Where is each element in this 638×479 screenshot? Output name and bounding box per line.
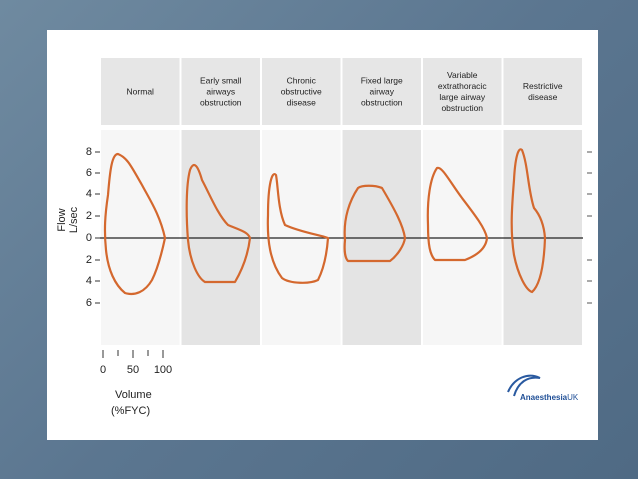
header-cell xyxy=(423,58,502,125)
y-axis-label: Flow xyxy=(56,208,68,231)
x-tick-label: 100 xyxy=(154,364,172,376)
y-tick-label: 4 xyxy=(86,275,92,287)
header-text: disease xyxy=(528,92,558,102)
loop-restrictive xyxy=(510,148,547,294)
header-cell xyxy=(262,58,341,125)
header-text: extrathoracic xyxy=(438,81,487,91)
header-text: Chronic xyxy=(287,75,317,85)
x-tick-label: 50 xyxy=(127,364,139,376)
header-text: Early small xyxy=(200,75,242,85)
logo: AnaesthesiaUK xyxy=(520,393,579,402)
right-ticks xyxy=(587,151,592,304)
y-tick-label: 0 xyxy=(86,232,92,244)
loop-chronic xyxy=(266,172,330,284)
x-tick-label: 0 xyxy=(100,364,106,376)
header-text: airway xyxy=(369,86,394,96)
y-tick-label: 6 xyxy=(86,167,92,179)
header-cell xyxy=(342,58,421,125)
x-axis-label: (%FYC) xyxy=(111,405,150,417)
header-text: obstructive xyxy=(281,86,322,96)
loop-variable xyxy=(426,166,489,262)
loop-normal xyxy=(103,152,167,296)
y-tick-label: 6 xyxy=(86,297,92,309)
header-text: disease xyxy=(287,97,317,107)
header-text: obstruction xyxy=(200,97,242,107)
x-axis-label: Volume xyxy=(115,389,152,401)
logo-suffix: UK xyxy=(567,393,579,402)
loop-fixed xyxy=(343,184,407,263)
y-tick-label: 2 xyxy=(86,254,92,266)
header-cell xyxy=(101,58,180,125)
y-tick-label: 4 xyxy=(86,188,92,200)
x-axis-ticks xyxy=(102,350,164,358)
loops xyxy=(103,148,547,296)
loop-early xyxy=(185,163,252,284)
header-text: Restrictive xyxy=(523,81,563,91)
x-tick-labels: 0 50 100 xyxy=(100,364,172,376)
logo-name: Anaesthesia xyxy=(520,393,568,402)
y-ticks: 8 6 4 2 0 2 4 6 xyxy=(86,146,100,309)
y-tick-label: 2 xyxy=(86,210,92,222)
y-axis-label: L/sec xyxy=(68,206,80,233)
y-tick-label: 8 xyxy=(86,146,92,158)
header-text: obstruction xyxy=(361,97,403,107)
logo-swoosh xyxy=(507,374,541,397)
header-cell xyxy=(503,58,582,125)
header-text: Variable xyxy=(447,70,478,80)
header-text: large airway xyxy=(439,92,486,102)
header-text: airways xyxy=(206,86,235,96)
header-text: Normal xyxy=(127,86,155,96)
header-text: obstruction xyxy=(441,103,483,113)
header-text: Fixed large xyxy=(361,75,403,85)
header-cell xyxy=(181,58,260,125)
